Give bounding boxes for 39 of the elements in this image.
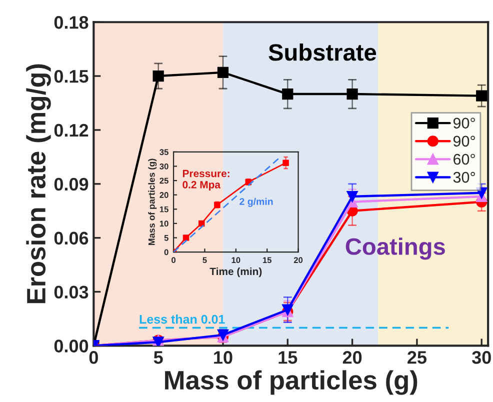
legend-label: 30°	[453, 172, 475, 183]
y-axis-title: Erosion rate (mg/g)	[26, 64, 51, 304]
x-tick-label: 30	[472, 351, 491, 364]
y-axis-title: Mass of particles (g)	[148, 158, 157, 246]
y-tick-label: 30	[160, 163, 168, 170]
y-tick-label: 0.06	[54, 232, 88, 245]
y-tick-label: 0	[164, 249, 168, 256]
ref-line-label: Less than 0.01	[140, 314, 225, 324]
legend-label: 90°	[453, 136, 475, 147]
x-tick-label: 10	[232, 257, 240, 264]
x-tick-label: 0	[89, 351, 98, 364]
x-axis-title: Mass of particles (g)	[165, 370, 418, 395]
x-tick-label: 0	[172, 257, 176, 264]
x-tick-label: 20	[342, 351, 362, 364]
x-tick-label: 20	[294, 257, 303, 264]
y-tick-label: 10	[160, 220, 168, 227]
y-tick-label: 15	[160, 206, 168, 212]
series-label: 2 g/min	[240, 198, 273, 207]
x-tick-label: 15	[262, 257, 272, 264]
y-tick-label: 0.12	[54, 124, 88, 137]
y-tick-label: 0.09	[54, 178, 88, 191]
x-tick-label: 25	[408, 351, 426, 364]
y-tick-label: 20	[160, 192, 168, 198]
annotation: Pressure: 0.2 Mpa	[182, 170, 230, 190]
y-tick-label: 25	[160, 178, 168, 184]
y-tick-label: 0.18	[54, 16, 88, 29]
legend-label: 90°	[453, 118, 475, 129]
x-tick-label: 10	[214, 351, 232, 364]
y-tick-label: 5	[164, 235, 168, 241]
y-tick-label: 0.15	[54, 70, 88, 83]
x-axis-title: Time (min)	[210, 267, 262, 278]
y-tick-label: 35	[160, 149, 168, 156]
x-tick-label: 15	[278, 351, 298, 364]
x-tick-label: 5	[202, 257, 207, 264]
y-tick-label: 0.00	[54, 340, 88, 352]
annotation: Substrate	[268, 43, 376, 61]
legend-label: 60°	[454, 154, 475, 165]
annotation: Coatings	[346, 238, 445, 260]
y-tick-label: 0.03	[54, 286, 88, 299]
